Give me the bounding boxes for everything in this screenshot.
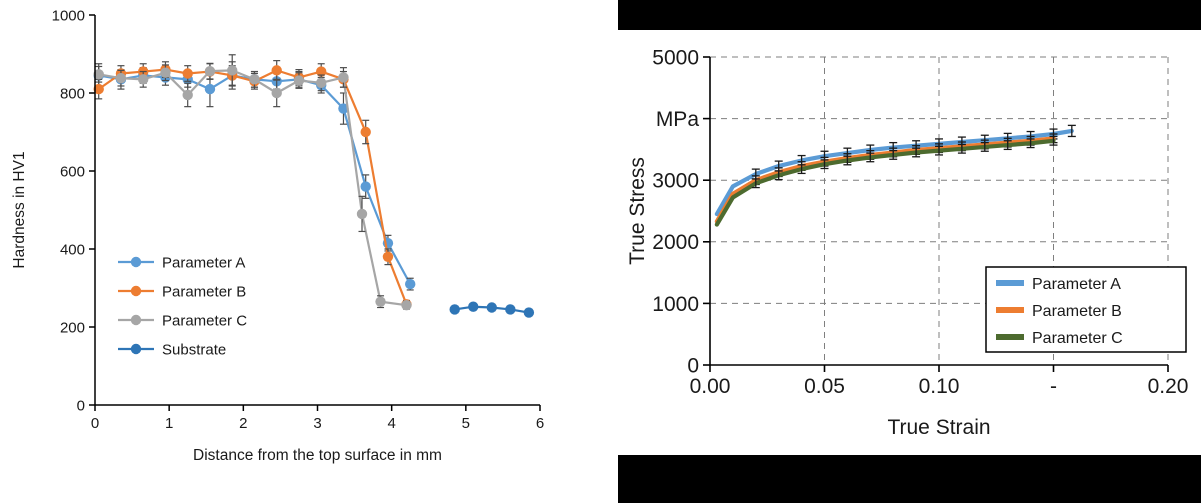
data-point-parameter-b [382,251,394,262]
series-line-parameter-b [97,68,408,306]
x-tick-label: 4 [387,415,395,432]
data-point-parameter-c [227,65,238,76]
data-point-parameter-b [182,68,193,79]
legend-label: Parameter A [162,254,245,271]
y-tick-label: 1000 [652,293,699,316]
data-point-substrate [523,307,535,318]
x-tick-label: 3 [313,415,321,432]
series-line-parameter-c [714,138,1056,227]
hardness-chart-svg: 0 1 2 3 4 5 6 0 200 400 600 800 1000 Distance from th… [11,7,544,464]
data-point-parameter-a [204,83,216,95]
x-tick-label: 6 [536,415,544,432]
legend-label: Parameter C [162,312,247,329]
y-tick-label: 2000 [652,231,699,254]
y-tick-label: 0 [687,354,699,377]
x-tick-label: 0.20 [1148,375,1189,398]
x-tick-label: 0.10 [919,375,960,398]
data-point-parameter-c [182,89,193,101]
data-point-parameter-a [405,278,416,290]
series-line-parameter-a [97,74,412,286]
series-parameter-c [93,54,412,311]
axes: 0 1 2 3 4 5 6 0 200 400 600 800 1000 Distance from th… [11,7,544,464]
data-point-parameter-c [160,67,171,78]
data-point-parameter-c [138,74,149,85]
legend-swatch-dot [130,256,142,268]
x-axis-title: True Strain [887,416,990,439]
x-tick-label: 0 [91,415,99,432]
data-point-parameter-b [360,126,371,138]
x-tick-label: 1 [165,415,173,432]
series-parameter-c [714,135,1058,227]
data-point-parameter-c [293,75,305,86]
data-point-substrate [505,304,516,315]
data-point-substrate [486,302,497,313]
hardness-chart-panel: 0 1 2 3 4 5 6 0 200 400 600 800 1000 Distance from th… [11,7,545,464]
data-point-parameter-c [338,72,349,83]
data-point-parameter-c [271,87,282,99]
series-parameter-a [714,124,1076,217]
y-tick-label: 1000 [52,7,85,24]
legend: Parameter A Parameter B Parameter C Substra… [118,254,247,358]
legend-item-parameter-c: Parameter C [996,330,1123,347]
series-line-parameter-b [714,136,1056,224]
y-axis-title: True Stress [626,157,649,265]
data-point-parameter-c [316,77,327,89]
data-point-parameter-c [249,74,260,85]
data-point-parameter-c [356,208,368,220]
data-point-parameter-b [271,65,282,76]
series-parameter-a [93,63,416,291]
stress-chart-panel: 0.00 0.05 0.10 - 0.20 0 1000 2000 3000 MPa 5000 Tru… [618,0,1201,503]
legend-swatch-dot [130,314,142,326]
axes: 0.00 0.05 0.10 - 0.20 0 1000 2000 3000 MPa 5000 Tru… [626,46,1188,439]
true-stress-chart-svg: 0.00 0.05 0.10 - 0.20 0 1000 2000 3000 MPa 5000 Tru… [626,46,1188,439]
data-point-parameter-b [93,83,104,95]
x-axis-title: Distance from the top surface in mm [193,447,442,464]
data-point-parameter-c [204,65,216,77]
y-tick-label: 400 [60,241,85,258]
legend-item-parameter-c: Parameter C [118,312,247,329]
legend: Parameter A Parameter B Parameter C [985,266,1187,353]
data-point-parameter-c [93,69,104,80]
y-tick-label: 800 [60,85,85,102]
data-point-parameter-c [375,296,386,307]
legend-item-parameter-b: Parameter B [118,283,246,300]
y-tick-label: 200 [60,319,85,336]
legend-label: Parameter B [162,283,246,300]
legend-label: Parameter B [1032,303,1122,320]
x-tick-label: 0.00 [690,375,731,398]
legend-item-parameter-a: Parameter A [996,276,1121,293]
legend-item-parameter-b: Parameter B [996,303,1122,320]
data-point-parameter-a [338,103,349,114]
legend-label: Parameter C [1032,330,1123,347]
y-tick-label: MPa [656,108,700,131]
series-line-parameter-c [97,69,408,307]
x-tick-label: 5 [462,415,470,432]
data-point-parameter-b [316,66,327,77]
data-point-substrate [468,301,479,312]
y-tick-label: 3000 [652,170,699,193]
data-point-parameter-c [115,72,127,84]
legend-label: Parameter A [1032,276,1121,293]
data-point-parameter-a [360,181,371,192]
x-tick-label: 0.05 [804,375,845,398]
data-point-substrate [449,304,460,315]
y-axis-title: Hardness in HV1 [11,151,28,268]
y-tick-label: 600 [60,163,85,180]
stress-chart-plot-area: 0.00 0.05 0.10 - 0.20 0 1000 2000 3000 MPa 5000 Tru… [618,30,1201,455]
legend-item-parameter-a: Parameter A [118,254,245,271]
y-tick-label: 5000 [652,46,699,69]
legend-swatch-dot [130,285,142,297]
data-point-parameter-c [401,299,412,311]
legend-swatch-dot [130,343,142,355]
y-tick-label: 0 [77,397,85,414]
legend-label: Substrate [162,341,226,358]
series-substrate [449,301,535,318]
x-tick-label: 2 [239,415,247,432]
legend-item-substrate: Substrate [118,341,226,358]
x-tick-label: - [1050,375,1057,398]
